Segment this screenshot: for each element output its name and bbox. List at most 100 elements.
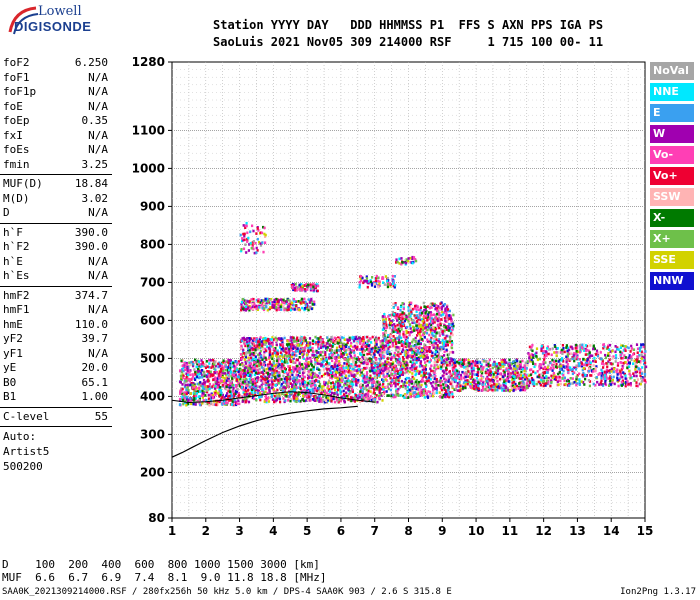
echo-point (430, 320, 433, 323)
echo-point (251, 368, 254, 371)
echo-point (441, 380, 444, 383)
echo-point (433, 361, 436, 364)
param-value: N/A (88, 254, 108, 268)
echo-point (288, 339, 291, 342)
echo-point (304, 339, 307, 342)
echo-point (392, 368, 395, 371)
echo-point (344, 349, 347, 352)
echo-point (232, 396, 235, 399)
echo-point (358, 393, 361, 396)
echo-point (272, 388, 275, 391)
echo-point (355, 335, 358, 339)
echo-point (426, 319, 429, 322)
echo-point (391, 344, 394, 348)
echo-point (197, 376, 200, 380)
echo-point (491, 371, 494, 374)
echo-point (248, 349, 251, 352)
echo-point (392, 376, 396, 379)
echo-points (178, 221, 648, 407)
echo-point (320, 338, 323, 342)
echo-point (346, 358, 349, 362)
echo-point (311, 387, 314, 391)
echo-point (519, 363, 522, 366)
echo-point (417, 385, 420, 388)
echo-point (234, 365, 237, 369)
echo-point (443, 377, 446, 381)
echo-point (201, 364, 204, 368)
echo-point (418, 351, 421, 355)
echo-point (254, 368, 257, 372)
echo-point (227, 379, 230, 382)
echo-point (489, 384, 493, 388)
echo-point (553, 344, 556, 347)
echo-point (417, 356, 420, 360)
echo-point (431, 326, 434, 329)
echo-point (320, 346, 323, 349)
echo-point (208, 362, 211, 365)
echo-point (248, 353, 251, 357)
echo-point (375, 394, 378, 397)
echo-point (437, 354, 440, 358)
echo-point (284, 368, 287, 371)
echo-point (395, 337, 399, 340)
echo-point (393, 323, 396, 326)
echo-point (477, 387, 480, 390)
echo-point (372, 399, 375, 402)
echo-point (266, 345, 269, 348)
echo-point (395, 393, 398, 396)
echo-point (485, 377, 488, 380)
echo-point (354, 346, 357, 350)
echo-point (481, 381, 484, 385)
echo-point (343, 384, 346, 387)
echo-point (500, 360, 503, 364)
echo-point (417, 325, 421, 328)
echo-point (272, 347, 275, 351)
echo-point (298, 375, 302, 378)
echo-point (445, 361, 448, 364)
echo-point (423, 358, 426, 361)
echo-point (262, 380, 265, 384)
echo-point (513, 367, 516, 371)
echo-point (247, 366, 250, 370)
echo-point (352, 345, 355, 349)
echo-point (448, 395, 451, 399)
echo-point (384, 368, 387, 372)
echo-point (390, 394, 393, 398)
echo-point (468, 375, 472, 379)
echo-point (271, 398, 274, 401)
echo-point (253, 388, 256, 391)
echo-point (522, 381, 525, 385)
echo-point (181, 383, 184, 386)
echo-point (363, 367, 366, 370)
echo-point (343, 399, 346, 402)
echo-point (302, 399, 305, 403)
echo-point (387, 334, 390, 337)
echo-point (487, 386, 490, 389)
echo-point (429, 390, 432, 394)
echo-point (393, 351, 396, 355)
echo-point (410, 378, 413, 381)
echo-point (342, 342, 345, 346)
echo-point (257, 340, 260, 343)
echo-point (434, 387, 437, 391)
echo-point (425, 392, 429, 395)
echo-point (327, 393, 330, 396)
echo-point (424, 368, 427, 371)
echo-point (398, 386, 401, 389)
echo-point (206, 390, 209, 394)
echo-point (454, 377, 457, 380)
echo-point (397, 394, 400, 397)
echo-point (317, 387, 320, 390)
echo-point (381, 342, 384, 345)
echo-point (227, 377, 230, 380)
echo-point (430, 354, 433, 358)
echo-point (401, 368, 404, 371)
echo-point (303, 388, 306, 392)
echo-point (242, 388, 245, 391)
echo-point (276, 349, 279, 353)
echo-point (492, 385, 495, 389)
param-value: N/A (88, 143, 108, 156)
echo-point (230, 370, 233, 374)
echo-point (237, 361, 240, 365)
echo-point (285, 395, 288, 398)
